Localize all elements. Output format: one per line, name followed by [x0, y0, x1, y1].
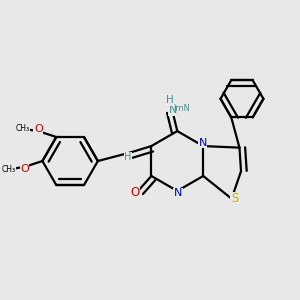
Text: N: N	[174, 188, 182, 199]
Text: N: N	[198, 138, 207, 148]
Text: H: H	[124, 152, 131, 162]
Text: N: N	[169, 105, 177, 115]
Text: O: O	[20, 164, 29, 174]
Text: CH₃: CH₃	[1, 165, 16, 174]
Text: H: H	[167, 95, 174, 105]
Text: CH₃: CH₃	[15, 124, 29, 133]
Text: O: O	[130, 186, 140, 199]
Text: S: S	[231, 192, 238, 205]
Text: O: O	[34, 124, 43, 134]
Text: imN: imN	[173, 104, 190, 113]
